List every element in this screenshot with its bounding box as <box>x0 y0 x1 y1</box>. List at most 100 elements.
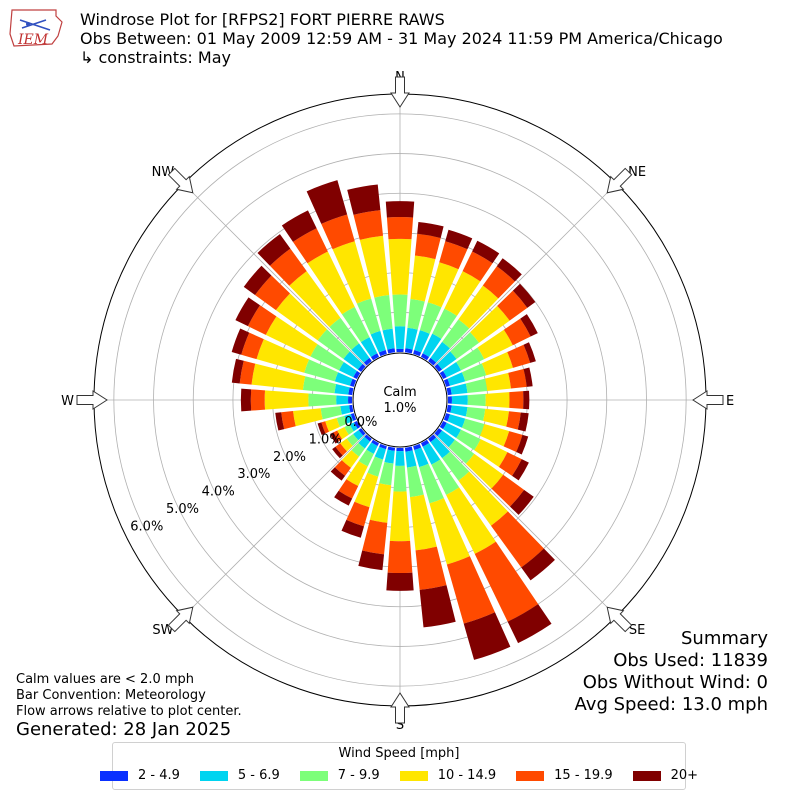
ring-label: 6.0% <box>130 519 163 534</box>
windrose-bar <box>410 494 437 551</box>
windrose-bar <box>465 406 486 421</box>
windrose-bar <box>477 329 513 360</box>
windrose-bar <box>517 412 529 432</box>
windrose-bar <box>422 443 441 465</box>
windrose-bar <box>394 326 406 349</box>
windrose-bar <box>340 438 353 452</box>
windrose-bar <box>366 442 378 454</box>
windrose-bar <box>281 210 317 242</box>
summary-heading: Summary <box>681 628 768 649</box>
windrose-bar <box>413 350 422 357</box>
windrose-bar <box>338 361 357 378</box>
windrose-bar <box>512 459 529 481</box>
windrose-bar <box>378 350 387 357</box>
windrose-bar <box>251 363 306 390</box>
calm-value: 1.0% <box>383 401 416 416</box>
windrose-bar <box>439 370 447 380</box>
windrose-bar <box>472 240 500 264</box>
chart-subtitle: Obs Between: 01 May 2009 12:59 AM - 31 M… <box>80 29 723 48</box>
windrose-bar <box>336 415 348 427</box>
windrose-bar <box>256 339 310 373</box>
windrose-bar <box>458 471 508 526</box>
windrose-bar <box>446 556 495 624</box>
note-convention: Bar Convention: Meteorology <box>16 688 206 703</box>
windrose-bar <box>275 293 328 341</box>
windrose-bar <box>332 241 372 304</box>
windrose-bar <box>450 383 468 395</box>
windrose-bar <box>265 316 318 357</box>
windrose-bar <box>465 378 488 394</box>
windrose-bar <box>419 463 444 504</box>
windrose-bar <box>510 489 534 515</box>
windrose-bar <box>334 460 351 476</box>
windrose-bar <box>317 422 326 435</box>
windrose-bar <box>325 418 340 432</box>
windrose-bar <box>293 408 323 427</box>
legend-swatch <box>399 770 428 781</box>
windrose-bar <box>337 427 349 440</box>
windrose-bar <box>428 434 437 443</box>
summary-obs-used: Obs Used: 11839 <box>613 650 768 671</box>
windrose-bar <box>387 446 396 451</box>
direction-label: W <box>61 394 74 409</box>
windrose-bar <box>470 305 510 343</box>
direction-label: SW <box>152 623 173 638</box>
windrose-bar <box>321 214 355 250</box>
windrose-bar <box>434 428 443 437</box>
windrose-bar <box>302 376 337 394</box>
flow-arrow <box>390 76 410 108</box>
windrose-bar <box>430 341 450 363</box>
windrose-bar <box>332 446 343 459</box>
windrose-bar <box>364 434 372 442</box>
windrose-bar <box>508 368 527 389</box>
windrose-bar <box>396 348 404 353</box>
windrose-bar <box>442 451 470 481</box>
windrose-bar <box>395 451 405 466</box>
windrose-bar <box>347 184 381 215</box>
windrose-bar <box>354 472 379 508</box>
windrose-bar <box>346 461 368 487</box>
windrose-bar <box>407 298 425 330</box>
windrose-bar <box>404 348 413 354</box>
windrose-bar <box>317 329 350 360</box>
windrose-bar <box>371 439 380 447</box>
windrose-bar <box>415 546 447 590</box>
flow-arrow <box>167 167 194 194</box>
windrose-bar <box>281 411 296 430</box>
windrose-bar <box>485 392 510 408</box>
logo-text: IEM <box>17 32 49 48</box>
flow-arrow <box>390 692 410 724</box>
windrose-bar <box>330 432 339 444</box>
windrose-bar <box>422 333 442 357</box>
windrose-bar <box>523 390 530 410</box>
windrose-bar <box>358 428 366 436</box>
flow-arrow <box>606 167 633 194</box>
windrose-bar <box>250 389 266 411</box>
windrose-bar <box>447 396 452 404</box>
grid-spoke <box>433 183 617 367</box>
windrose-bar <box>485 372 511 391</box>
windrose-bar <box>437 351 457 370</box>
windrose-bar <box>386 572 414 591</box>
windrose-bar <box>443 413 450 422</box>
legend-item: 10 - 14.9 <box>399 768 497 783</box>
windrose-bar <box>439 241 468 270</box>
windrose-bar <box>350 413 357 421</box>
windrose-bar <box>405 327 418 350</box>
ring-label: 5.0% <box>166 502 199 517</box>
windrose-bar <box>392 294 408 327</box>
windrose-bar <box>338 479 359 499</box>
windrose-bar <box>353 210 384 240</box>
windrose-bar <box>474 439 508 467</box>
windrose-bar <box>341 519 365 538</box>
windrose-bar <box>465 453 504 489</box>
windrose-bar <box>458 285 499 329</box>
windrose-bar <box>419 585 456 628</box>
flow-arrow <box>606 606 633 633</box>
legend-label: 10 - 14.9 <box>437 768 497 783</box>
windrose-bar <box>480 424 510 447</box>
legend-item: 20+ <box>632 768 698 783</box>
windrose-bar <box>388 238 412 295</box>
windrose-bar <box>351 443 365 457</box>
windrose-bar <box>482 266 515 299</box>
